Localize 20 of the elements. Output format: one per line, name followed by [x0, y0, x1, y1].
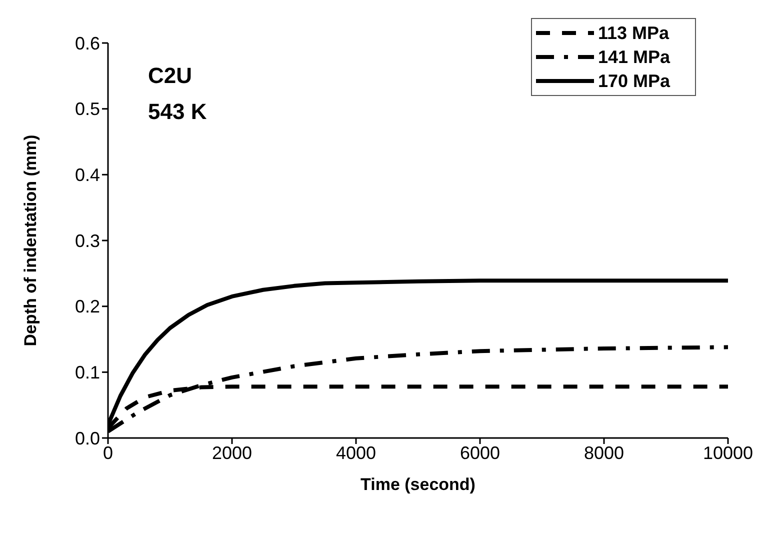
y-tick-label: 0.4	[74, 165, 100, 186]
y-tick-label: 0.6	[74, 33, 100, 54]
x-axis-title: Time (second)	[360, 475, 476, 494]
legend-label: 170 MPa	[598, 70, 670, 92]
y-axis-title: Depth of indentation (mm)	[21, 134, 40, 346]
y-tick-label: 0.5	[74, 99, 100, 120]
x-tick-label: 4000	[336, 442, 376, 463]
y-tick-label: 0.1	[74, 362, 100, 383]
x-tick-label: 10000	[702, 442, 754, 463]
x-tick-label: 2000	[212, 442, 252, 463]
x-tick-label: 8000	[584, 442, 624, 463]
y-tick-label: 0.3	[74, 230, 100, 251]
annotation: 543 K	[148, 98, 207, 126]
legend-label: 113 MPa	[598, 22, 670, 44]
x-tick-label: 6000	[460, 442, 500, 463]
annotation: C2U	[148, 62, 194, 90]
y-tick-label: 0.0	[74, 428, 100, 448]
x-tick-label: 0	[102, 442, 114, 463]
y-tick-label: 0.2	[74, 296, 100, 317]
legend-label: 141 MPa	[598, 46, 670, 68]
